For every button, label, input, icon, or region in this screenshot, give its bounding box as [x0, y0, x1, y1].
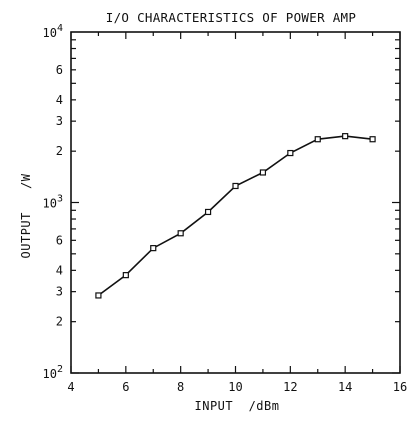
chart-title: I/O CHARACTERISTICS OF POWER AMP [106, 10, 356, 25]
y-minor-label: 6 [56, 233, 63, 247]
axis-ticks [70, 32, 401, 374]
x-tick-label: 10 [228, 380, 242, 394]
data-point-marker [314, 136, 321, 143]
x-tick-label: 12 [283, 380, 297, 394]
x-tick-label: 6 [122, 380, 129, 394]
x-tick-label: 14 [338, 380, 352, 394]
data-point-marker [342, 133, 349, 140]
y-minor-label: 3 [56, 285, 63, 299]
x-tick-label: 4 [67, 380, 74, 394]
y-minor-label: 3 [56, 114, 63, 128]
y-minor-label: 6 [56, 63, 63, 77]
tick-labels: 4 6 8 10 12 14 16 102 103 104 2 3 4 6 2 3 4 6 [43, 23, 408, 394]
data-point-marker [232, 182, 239, 190]
y-minor-label: 2 [56, 144, 63, 158]
data-point-marker [369, 136, 376, 143]
data-point-marker [150, 245, 157, 252]
y-minor-label: 4 [56, 263, 63, 277]
plot-frame [70, 31, 401, 374]
data-point-marker [95, 292, 102, 299]
data-point-marker [287, 149, 294, 157]
y-major-label: 103 [43, 194, 63, 211]
x-axis-label: INPUT /dBm [195, 399, 280, 413]
y-major-label: 102 [43, 364, 63, 381]
data-point-marker [259, 169, 267, 176]
y-minor-label: 4 [56, 93, 63, 107]
y-major-label: 104 [43, 23, 63, 40]
series-line [97, 135, 373, 297]
data-point-marker [204, 208, 212, 216]
y-axis-label: OUTPUT /W [19, 173, 33, 258]
y-minor-label: 2 [56, 315, 63, 329]
series-markers [95, 133, 376, 299]
x-tick-label: 8 [177, 380, 184, 394]
data-point-marker [177, 230, 184, 237]
x-tick-label: 16 [393, 380, 407, 394]
data-point-marker [122, 272, 129, 279]
